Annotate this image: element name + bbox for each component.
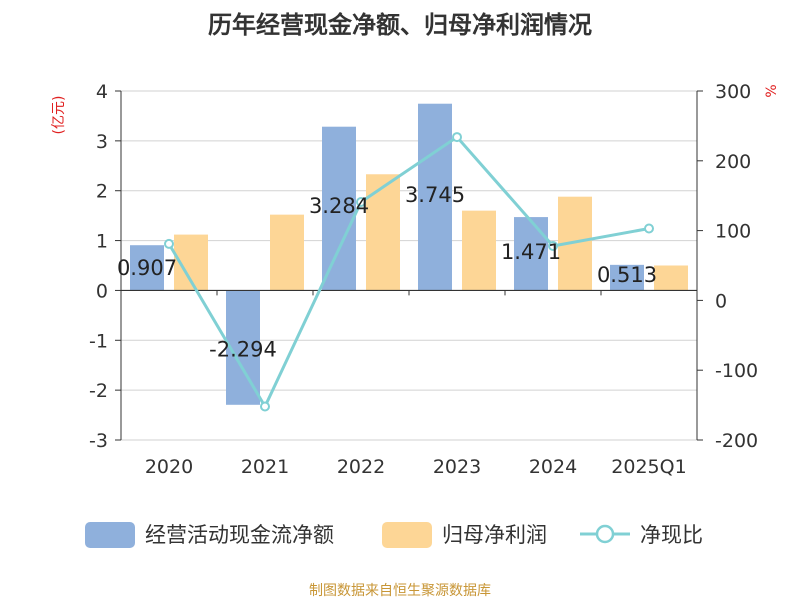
ratio-line-layer — [164, 132, 654, 412]
cashflow-data-label: -2.294 — [209, 337, 277, 361]
legend-marker — [595, 524, 615, 544]
category-label: 2023 — [433, 456, 481, 478]
legend-label: 净现比 — [640, 523, 703, 547]
net-profit-bar — [366, 174, 400, 291]
source-note: 制图数据来自恒生聚源数据库 — [309, 583, 491, 599]
legend-label: 经营活动现金流净额 — [145, 523, 334, 547]
ratio-point — [164, 238, 174, 249]
cashflow-data-label: 0.513 — [597, 263, 657, 287]
right-axis-tick-label: 0 — [715, 290, 727, 312]
left-axis-tick-label: 1 — [96, 231, 108, 253]
left-axis-unit-label: (亿元) — [51, 96, 67, 135]
left-axis-tick-label: -1 — [89, 330, 108, 352]
gridlines — [121, 90, 697, 441]
cashflow-data-label: 0.907 — [117, 256, 177, 280]
axes-layer: 4 3 2 1 0 -1 -2 -3 300 200 100 0 -100 -200 2020 2021 202… — [89, 81, 758, 478]
left-axis-tick-label: -2 — [89, 380, 108, 402]
legend-label: 归母净利润 — [442, 523, 547, 547]
net-profit-bar — [462, 210, 496, 291]
legend-swatch — [382, 522, 432, 548]
right-axis-tick-label: 200 — [715, 151, 751, 173]
left-axis-tick-label: 4 — [96, 81, 108, 103]
right-axis-tick-label: 300 — [715, 81, 751, 103]
left-axis-tick-label: 2 — [96, 181, 108, 203]
legend: 经营活动现金流净额 归母净利润 净现比 — [85, 522, 703, 548]
right-axis-tick-label: -200 — [715, 430, 758, 452]
net-profit-bar — [654, 265, 688, 291]
category-label: 2022 — [337, 456, 385, 478]
cashflow-bar — [322, 126, 356, 291]
category-label: 2020 — [145, 456, 193, 478]
legend-swatch — [85, 522, 135, 548]
ratio-point — [548, 240, 558, 251]
data-labels-layer: 0.907 -2.294 3.284 3.745 1.471 0.513 — [117, 183, 657, 361]
category-label: 2021 — [241, 456, 289, 478]
left-axis-tick-label: 0 — [96, 280, 108, 302]
left-axis-tick-label: -3 — [89, 430, 108, 452]
cashflow-bar — [130, 245, 164, 291]
right-axis-unit-label: % — [764, 84, 780, 97]
cashflow-data-label: 3.284 — [309, 194, 369, 218]
cashflow-data-label: 1.471 — [501, 240, 561, 264]
ratio-line — [167, 135, 650, 410]
left-axis-tick-label: 3 — [96, 131, 108, 153]
chart-title: 历年经营现金净额、归母净利润情况 — [208, 11, 592, 39]
bars-layer — [130, 103, 688, 405]
ratio-point — [644, 223, 654, 234]
right-axis-tick-label: -100 — [715, 360, 758, 382]
ratio-point — [260, 401, 270, 412]
net-profit-bar — [270, 214, 304, 291]
right-axis-tick-label: 100 — [715, 221, 751, 243]
ratio-point — [452, 132, 462, 143]
cashflow-bar — [514, 217, 548, 291]
category-label: 2025Q1 — [611, 456, 686, 478]
cashflow-bar — [610, 264, 644, 291]
cashflow-bar — [418, 103, 452, 291]
ratio-point — [356, 196, 366, 207]
category-label: 2024 — [529, 456, 577, 478]
cashflow-data-label: 3.745 — [405, 183, 465, 207]
